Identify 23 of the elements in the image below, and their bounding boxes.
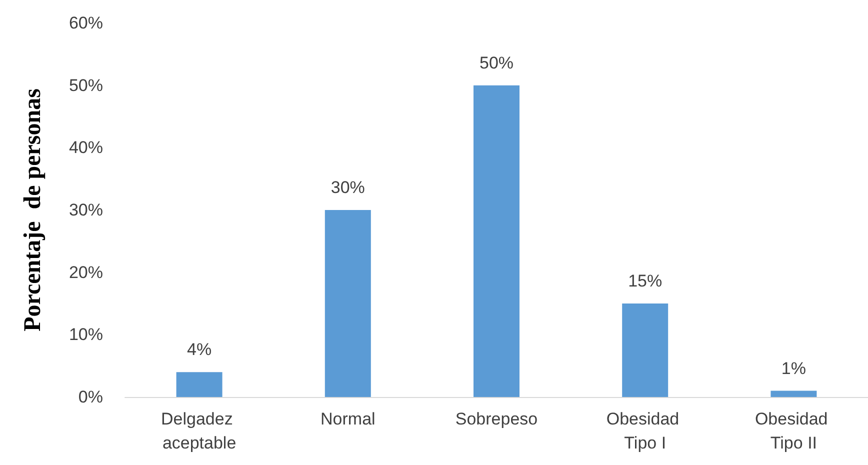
- y-tick-label: 0%: [78, 388, 103, 406]
- x-tick-label: Sobrepeso: [455, 410, 538, 428]
- y-tick-label: 20%: [68, 262, 103, 282]
- data-label: 50%: [479, 53, 514, 72]
- bar: [176, 372, 222, 397]
- data-label: 4%: [187, 340, 212, 360]
- x-tick-label: Obesidad Tipo I: [606, 410, 684, 452]
- bar: [474, 85, 520, 397]
- y-tick-label: 60%: [68, 14, 103, 32]
- data-label: 1%: [781, 358, 806, 378]
- bar: [622, 304, 668, 397]
- x-tick-label: Normal: [320, 410, 376, 428]
- data-label: 15%: [628, 272, 662, 290]
- bar: [770, 390, 817, 397]
- y-tick-label: 50%: [68, 76, 103, 95]
- data-label: 30%: [330, 178, 365, 197]
- y-tick-label: 10%: [68, 325, 103, 344]
- x-tick-label: Delgadez aceptable: [161, 410, 238, 452]
- x-tick-label: Obesidad Tipo II: [754, 410, 832, 452]
- y-tick-label: 40%: [68, 138, 103, 158]
- bar: [324, 210, 371, 397]
- y-axis-title: Porcentaje de personas: [20, 88, 46, 332]
- y-tick-label: 30%: [68, 200, 103, 220]
